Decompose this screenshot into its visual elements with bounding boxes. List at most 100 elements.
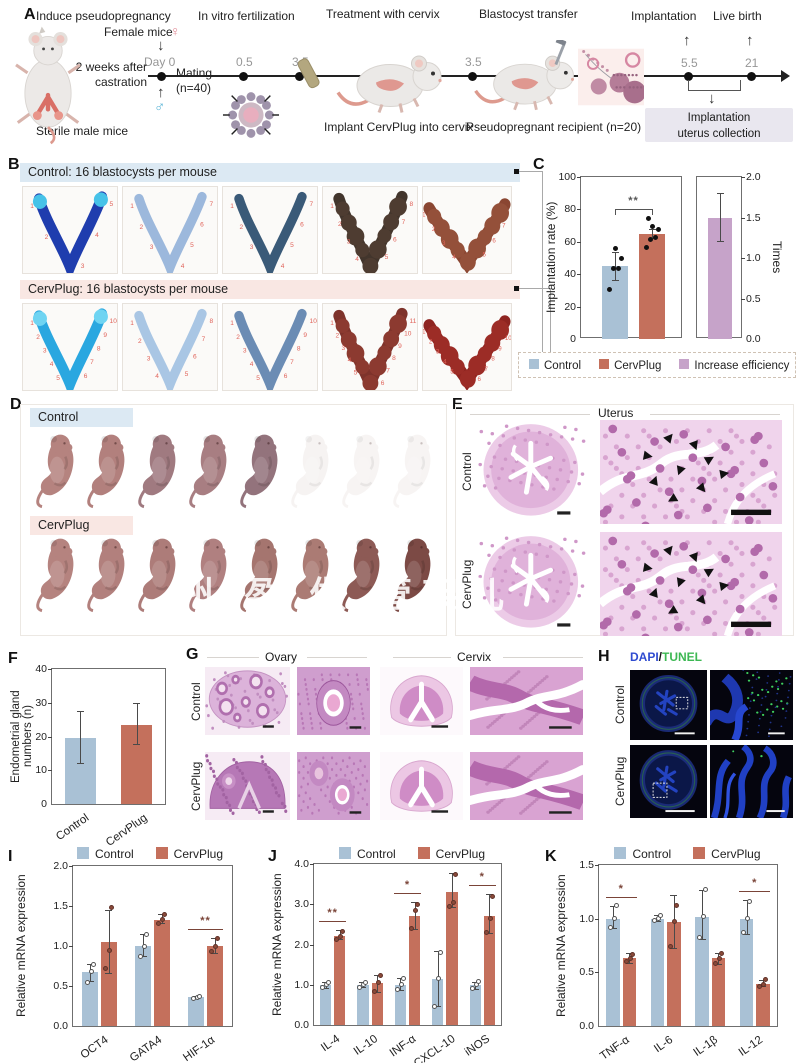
svg-text:4: 4 bbox=[452, 254, 456, 261]
data-point bbox=[109, 905, 115, 911]
x-category-label: IL-4 bbox=[318, 1033, 342, 1055]
tunel-label: TUNEL bbox=[662, 650, 703, 664]
y-tick-label: 4.0 bbox=[294, 858, 309, 870]
c-bar-CervPlug bbox=[639, 233, 665, 339]
panel-c-label: C bbox=[533, 156, 545, 173]
pup-photo bbox=[185, 428, 235, 512]
error-cap bbox=[698, 889, 706, 891]
ovary-line-l bbox=[207, 657, 259, 658]
timeline-dot-2 bbox=[295, 71, 304, 81]
svg-text:6: 6 bbox=[300, 222, 304, 229]
pup-photo bbox=[83, 428, 133, 512]
svg-text:4: 4 bbox=[355, 256, 359, 263]
ovary-title: Ovary bbox=[265, 650, 298, 664]
x-category-label: IL-10 bbox=[351, 1033, 381, 1058]
data-point bbox=[394, 987, 400, 993]
mating-label: Mating bbox=[176, 66, 213, 80]
bar-INF-α bbox=[409, 916, 421, 1025]
pup-control-header: Control bbox=[30, 408, 133, 427]
day-3-5b: 3.5 bbox=[465, 55, 482, 69]
uterus-title: Uterus bbox=[598, 406, 634, 420]
svg-text:1: 1 bbox=[30, 203, 34, 210]
y-tick-mark bbox=[595, 865, 599, 866]
error-cap bbox=[716, 240, 724, 242]
uterus-photo: 1 2 3 4 5 6 7 8 9 10 bbox=[222, 303, 318, 398]
j-y-axis-label: Relative mRNA expression bbox=[270, 873, 284, 1016]
bracket-right bbox=[740, 80, 741, 91]
bar-iNOS bbox=[483, 916, 496, 1025]
data-point bbox=[446, 903, 452, 909]
panel-d: D Control CervPlug 州 盈 做 管架儿 bbox=[0, 390, 504, 645]
panel-d-label: D bbox=[10, 396, 22, 413]
y-tick-mark bbox=[48, 702, 52, 704]
svg-text:3: 3 bbox=[243, 348, 247, 355]
stage-implantation: Implantation bbox=[631, 9, 697, 23]
svg-text:5: 5 bbox=[482, 251, 486, 258]
pup-photo bbox=[32, 532, 82, 616]
svg-text:1: 1 bbox=[130, 320, 134, 327]
svg-text:10: 10 bbox=[404, 330, 412, 337]
y-tick-label: 40 bbox=[35, 663, 47, 675]
y-tick-mark bbox=[48, 669, 52, 670]
svg-text:3: 3 bbox=[150, 244, 154, 251]
panel-k-label: K bbox=[545, 848, 557, 865]
x-category-label: IL-6 bbox=[651, 1034, 676, 1056]
y-tick-mark bbox=[595, 972, 599, 974]
error-cap bbox=[714, 963, 722, 965]
cervix-whole-cervplug bbox=[380, 752, 463, 820]
data-point bbox=[88, 969, 94, 975]
svg-text:1: 1 bbox=[423, 328, 426, 335]
g-row-label-control: Control bbox=[189, 682, 203, 722]
svg-text:10: 10 bbox=[110, 318, 117, 325]
c-right-tickmark bbox=[741, 298, 745, 300]
panel-g-label: G bbox=[186, 646, 199, 663]
c-legend-item: CervPlug bbox=[599, 358, 661, 372]
svg-text:10: 10 bbox=[505, 335, 511, 342]
arrow-down-collection-icon: ↓ bbox=[708, 90, 716, 107]
y-tick-mark bbox=[310, 864, 314, 865]
ovary-zoom-control bbox=[297, 667, 370, 735]
error-cap bbox=[609, 905, 617, 907]
collection-box: Implantation uterus collection bbox=[645, 108, 793, 142]
c-data-point bbox=[644, 244, 649, 250]
c-data-point bbox=[650, 223, 655, 229]
svg-text:8: 8 bbox=[297, 345, 301, 352]
svg-text:1: 1 bbox=[423, 211, 426, 218]
svg-text:2: 2 bbox=[432, 226, 436, 233]
c-right-tick: 2.0 bbox=[746, 171, 761, 183]
c-left-tick: 40 bbox=[564, 268, 576, 281]
significance-line bbox=[739, 891, 771, 893]
uterus-inset-control bbox=[597, 420, 782, 536]
y-tick-label: 1.0 bbox=[53, 940, 68, 952]
embryo-illustration bbox=[222, 86, 280, 144]
uterus-title-line-right bbox=[650, 414, 780, 415]
legend-item: Control bbox=[338, 847, 396, 861]
endometrial-gland-chart: 0 10 20 30 40 Control CervPlug bbox=[35, 663, 166, 849]
svg-text:2: 2 bbox=[336, 332, 340, 339]
bar-HIF-1α bbox=[207, 946, 223, 1026]
mouse-cervix-illustration bbox=[330, 40, 450, 116]
c-right-tick: 0.0 bbox=[746, 333, 761, 345]
c-right-tickmark bbox=[741, 217, 745, 219]
svg-text:6: 6 bbox=[381, 380, 385, 387]
ovary-whole-cervplug bbox=[205, 752, 290, 820]
c-left-tick: 20 bbox=[564, 300, 576, 313]
connector-h-control bbox=[519, 171, 542, 172]
y-tick-label: 0.5 bbox=[53, 980, 68, 992]
arrow-up-livebirth-icon: ↑ bbox=[746, 32, 754, 49]
svg-text:4: 4 bbox=[250, 361, 254, 368]
uterus-photo: 1 2 3 4 5 6 7 8 bbox=[322, 186, 418, 283]
connector-v-control bbox=[542, 171, 543, 352]
svg-text:2: 2 bbox=[139, 224, 143, 231]
data-point bbox=[334, 937, 340, 943]
error-cap bbox=[670, 947, 678, 949]
y-tick-label: 1.5 bbox=[579, 859, 594, 871]
svg-text:9: 9 bbox=[303, 332, 307, 339]
fluor-zoom-cervplug bbox=[710, 744, 793, 820]
data-point bbox=[696, 935, 702, 941]
error-cap bbox=[76, 762, 84, 764]
x-category-label: IL-12 bbox=[736, 1034, 765, 1059]
data-point bbox=[658, 912, 664, 918]
stage-induce: Induce pseudopregnancy bbox=[36, 9, 171, 23]
error-cap bbox=[485, 933, 493, 935]
